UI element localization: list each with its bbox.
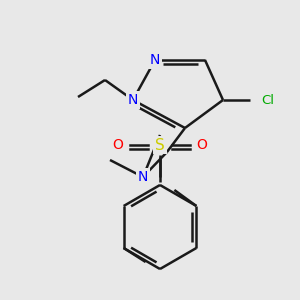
Text: Cl: Cl <box>262 94 275 106</box>
Text: S: S <box>155 137 165 152</box>
Text: N: N <box>128 93 138 107</box>
Text: O: O <box>112 138 123 152</box>
Text: N: N <box>150 53 160 67</box>
Text: O: O <box>196 138 207 152</box>
Text: N: N <box>138 170 148 184</box>
